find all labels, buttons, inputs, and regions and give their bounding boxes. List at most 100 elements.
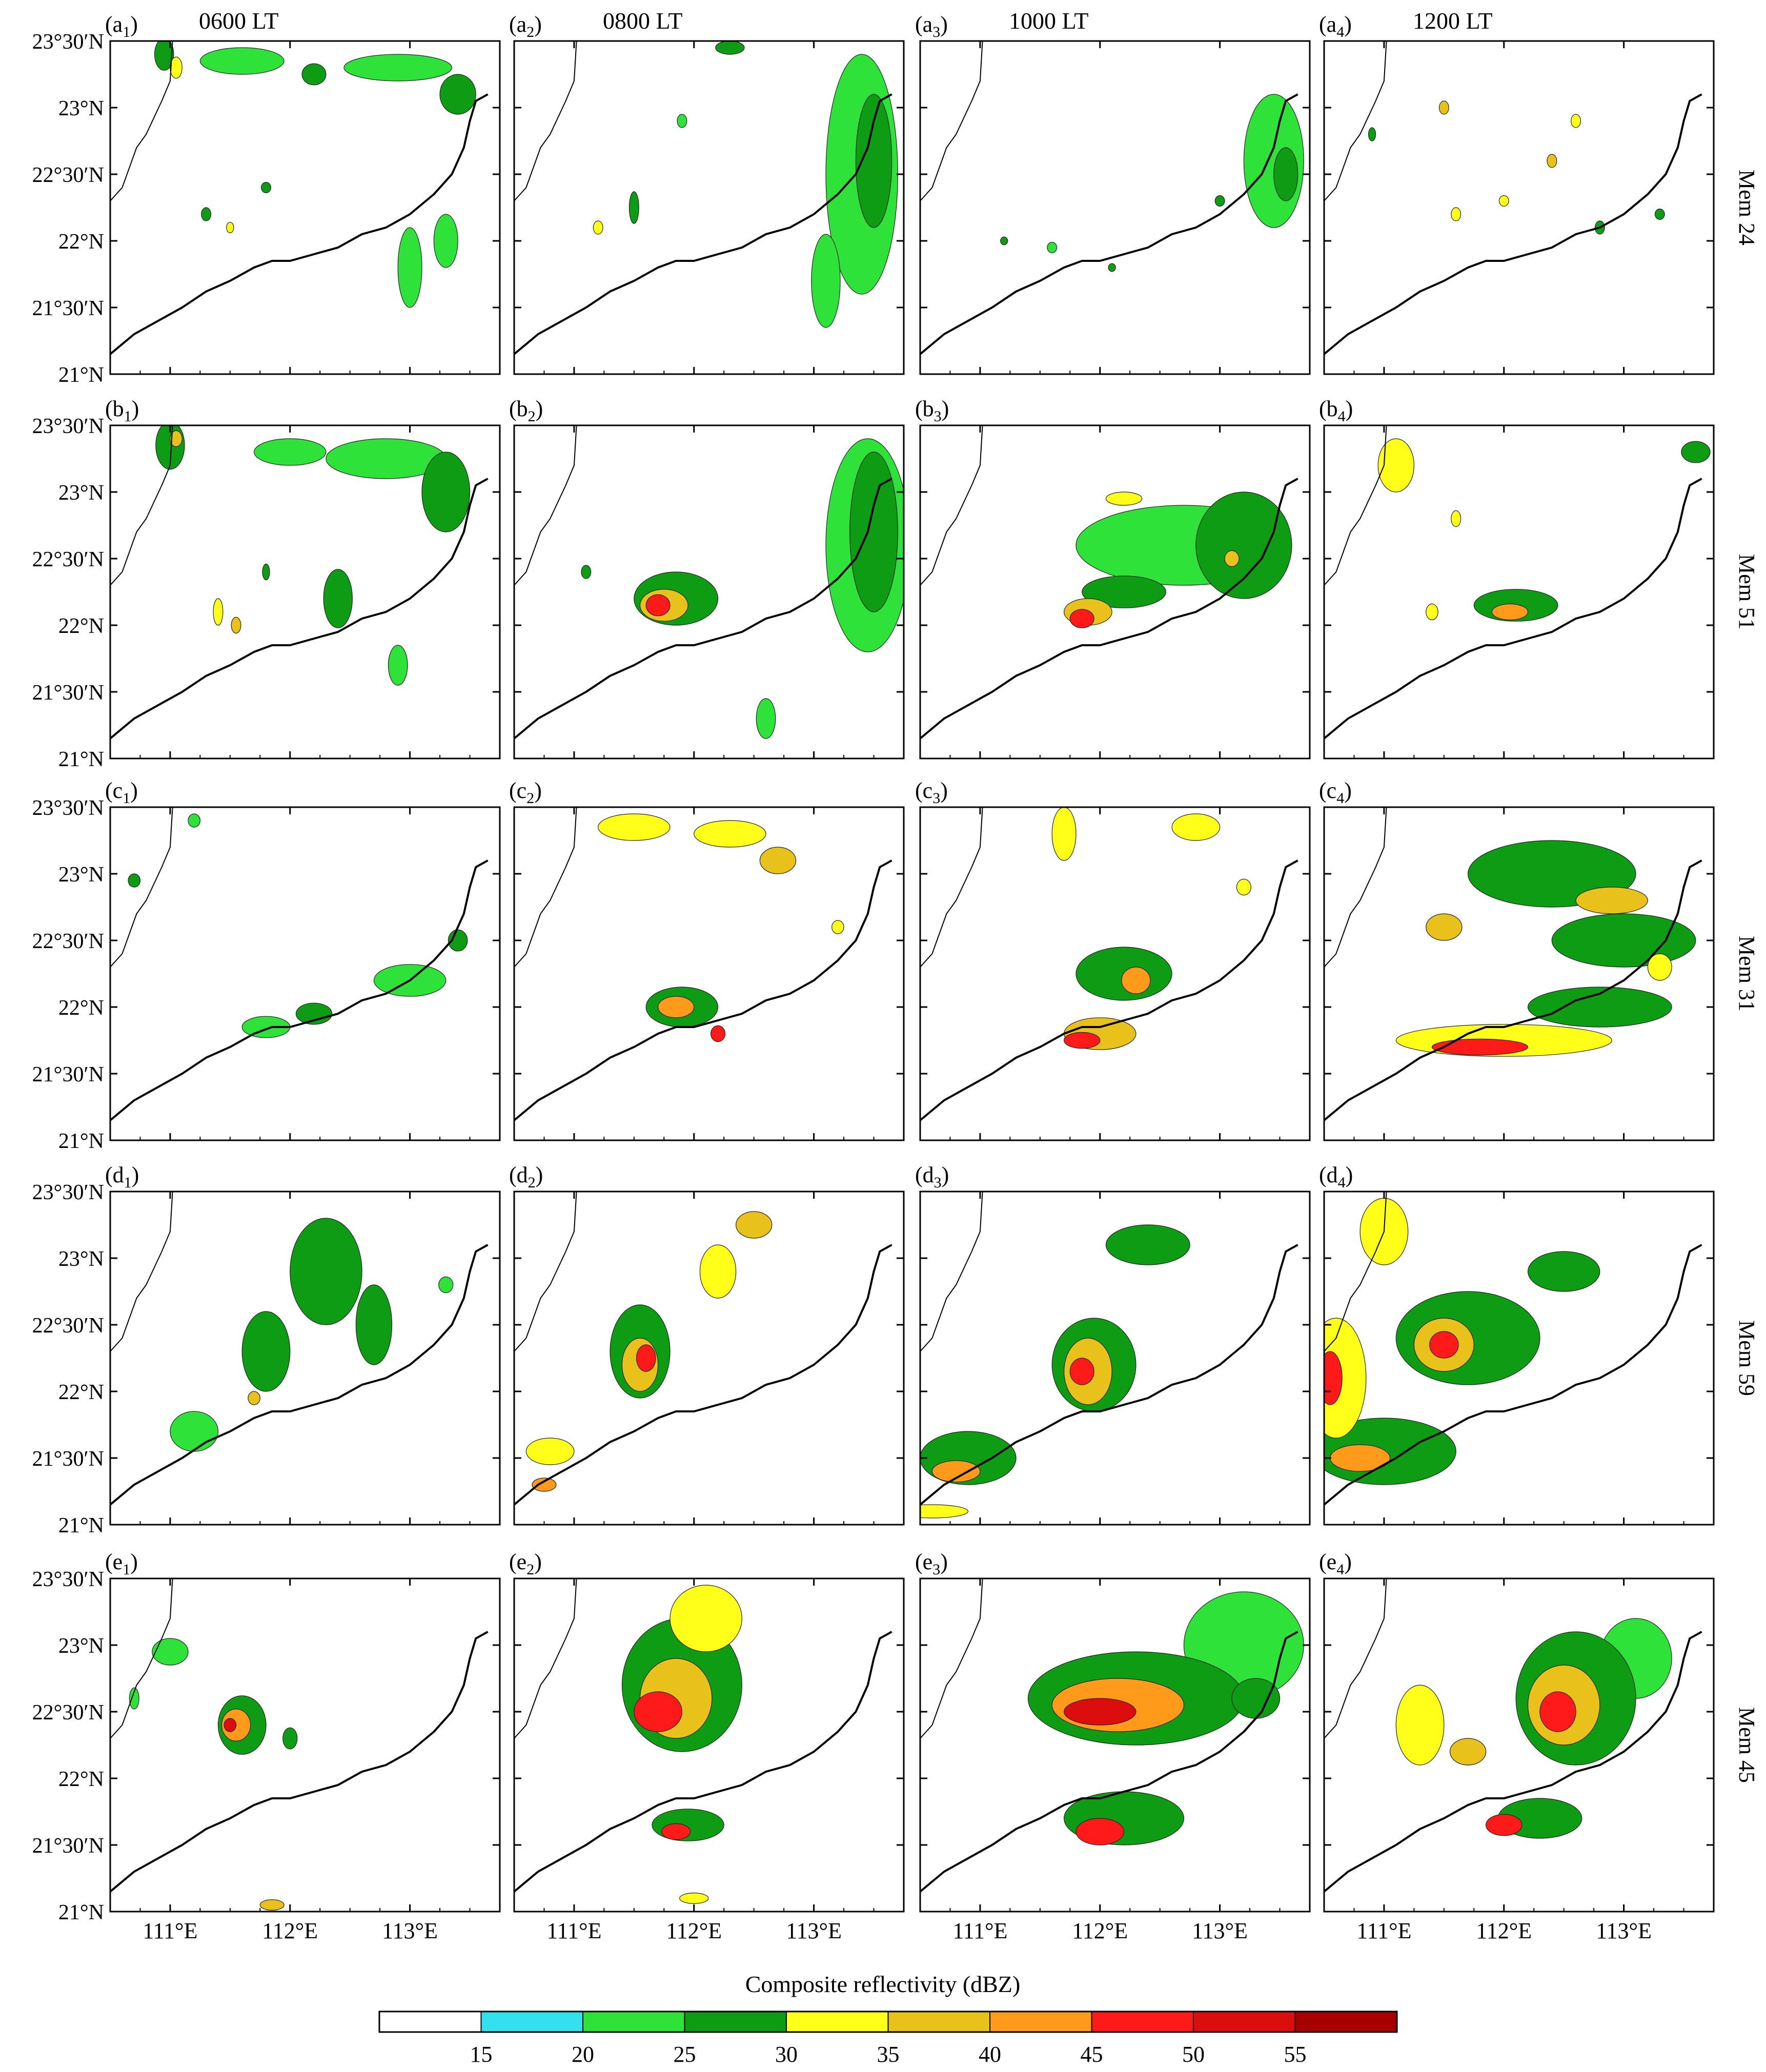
panel-frame (109, 806, 501, 1141)
reflectivity-cell (1429, 1331, 1459, 1359)
y-tick-label: 22°30′N (32, 1314, 104, 1338)
reflectivity-cell (1000, 236, 1008, 245)
panel-background (110, 41, 500, 374)
column-title: 0800 LT (603, 8, 682, 34)
reflectivity-field (1027, 1591, 1304, 1845)
panel-frame (513, 40, 905, 375)
colorbar-segment (582, 2011, 685, 2033)
panel-a3: (a3) 1000 LT (915, 8, 1311, 375)
panel-label: (b4) (1319, 396, 1353, 425)
x-tick-label: 112°E (262, 1918, 318, 1943)
reflectivity-cell (1171, 813, 1221, 841)
panel-label: (c3) (915, 778, 948, 807)
panel-d1: 23°30′N 23°N 22°30′N 22°N 21°30′N 21°N (d1) (32, 1162, 501, 1537)
y-tick-label: 23°30′N (32, 1568, 104, 1591)
coastline (514, 93, 892, 355)
reflectivity-cell (128, 873, 141, 888)
y-tick-label: 23°N (58, 1634, 104, 1658)
coastline (110, 1244, 489, 1506)
reflectivity-cell (849, 452, 898, 612)
colorbar-frame (378, 2011, 1398, 2033)
reflectivity-cell (525, 1438, 575, 1465)
reflectivity-cell (1121, 967, 1151, 994)
member-label: Mem 59 (1734, 1320, 1759, 1396)
reflectivity-field (1395, 840, 1696, 1057)
reflectivity-cell (1224, 550, 1240, 567)
y-tick-label: 22°N (58, 614, 104, 638)
reflectivity-cell (290, 1218, 362, 1325)
reflectivity-cell (1431, 1038, 1529, 1056)
panel-label: (a3) (915, 12, 948, 40)
province-border (1324, 807, 1387, 968)
x-tick-label: 111°E (546, 1918, 601, 1943)
panel-frame (513, 1577, 905, 1913)
colorbar-tick-label: 40 (979, 2042, 1001, 2067)
coastline (110, 859, 489, 1121)
panel-frame (109, 424, 501, 760)
panel-frame (513, 424, 905, 760)
panel-b3: (b3) (915, 396, 1311, 760)
reflectivity-cell (1069, 609, 1094, 628)
reflectivity-cell (170, 1411, 219, 1452)
reflectivity-cell (1451, 510, 1461, 527)
panel-label: (d4) (1319, 1162, 1353, 1191)
x-tick-label: 112°E (1476, 1918, 1532, 1943)
y-tick-label: 22°N (58, 996, 104, 1020)
reflectivity-cell (715, 41, 745, 55)
column-title: 0600 LT (199, 8, 278, 34)
reflectivity-cell (448, 929, 468, 952)
panel-label: (a2) (509, 12, 542, 40)
reflectivity-cell (920, 1504, 969, 1519)
province-border (920, 425, 983, 586)
colorbar-segment (379, 2011, 482, 2033)
panel-label: (e2) (509, 1549, 542, 1578)
reflectivity-cell (1426, 913, 1463, 941)
reflectivity-cell (581, 565, 592, 579)
reflectivity-cell (323, 569, 353, 628)
reflectivity-cell (1368, 127, 1376, 141)
coastline (1324, 1244, 1702, 1506)
reflectivity-cell (152, 1638, 189, 1666)
province-border (920, 807, 983, 968)
coastline (110, 93, 489, 355)
panel-frame (1323, 806, 1715, 1141)
panel-e1: 111°E 112°E 113°E 23°30′N 23°N 22°30′N 22°N 21°… (32, 1549, 501, 1943)
reflectivity-cell (1681, 441, 1711, 463)
province-border (110, 1578, 173, 1739)
panel-label: (a1) (105, 12, 138, 40)
panel-c1: 23°30′N 23°N 22°30′N 22°N 21°30′N 21°N (c1) (32, 778, 501, 1153)
panel-frame (1323, 424, 1715, 760)
reflectivity-cell (699, 1244, 737, 1299)
reflectivity-cell (1231, 1678, 1281, 1719)
reflectivity-field (1064, 491, 1292, 628)
reflectivity-cell (170, 430, 182, 447)
panel-frame (109, 1191, 501, 1526)
reflectivity-cell (1236, 878, 1252, 896)
reflectivity-cell (397, 227, 422, 308)
reflectivity-cell (213, 598, 224, 626)
panel-frame (109, 1577, 501, 1913)
reflectivity-cell (669, 1585, 742, 1652)
reflectivity-cell (1438, 100, 1449, 115)
colorbar-segment (1091, 2011, 1194, 2033)
x-tick-label: 112°E (1072, 1918, 1128, 1943)
reflectivity-cell (1547, 154, 1557, 168)
member-label: Mem 51 (1734, 554, 1759, 630)
y-tick-label: 23°30′N (32, 30, 104, 54)
y-tick-label: 21°N (58, 1514, 104, 1537)
reflectivity-cell (1105, 1224, 1190, 1265)
reflectivity-cell (1064, 1698, 1136, 1726)
coastline (920, 478, 1298, 740)
reflectivity-cell (855, 94, 892, 228)
panel-background (514, 1192, 904, 1525)
reflectivity-cell (1273, 147, 1298, 201)
reflectivity-cell (170, 56, 182, 79)
colorbar-tick-label: 55 (1284, 2042, 1307, 2067)
reflectivity-cell (1647, 953, 1672, 981)
reflectivity-cell (199, 47, 285, 75)
reflectivity-cell (1498, 195, 1509, 207)
reflectivity-cell (694, 820, 766, 848)
coastline (110, 1631, 489, 1893)
reflectivity-cell (241, 1311, 291, 1392)
reflectivity-cell (645, 594, 671, 617)
